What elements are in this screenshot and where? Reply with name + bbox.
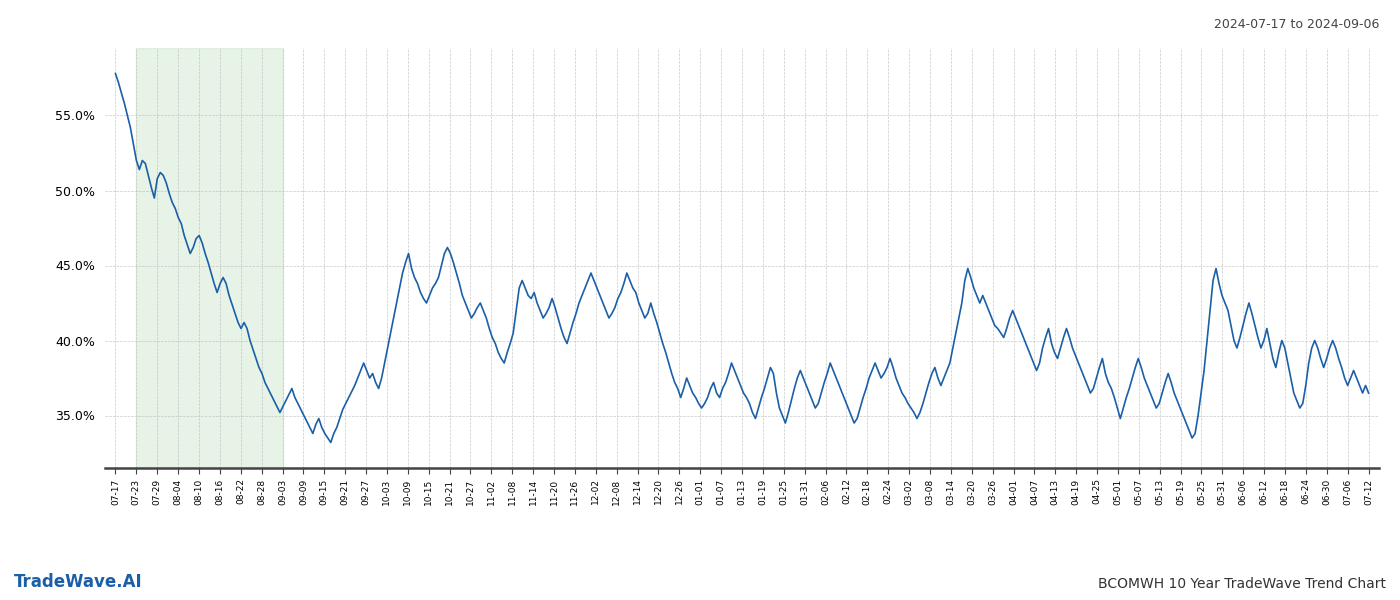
Bar: [136, 48, 283, 468]
Text: BCOMWH 10 Year TradeWave Trend Chart: BCOMWH 10 Year TradeWave Trend Chart: [1098, 577, 1386, 591]
Text: 2024-07-17 to 2024-09-06: 2024-07-17 to 2024-09-06: [1214, 18, 1379, 31]
Text: TradeWave.AI: TradeWave.AI: [14, 573, 143, 591]
